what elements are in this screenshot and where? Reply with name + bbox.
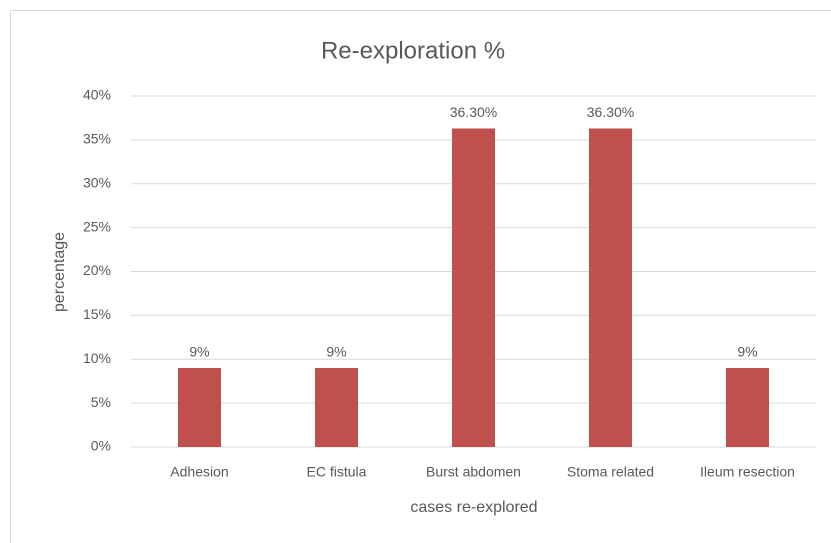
value-label: 9% xyxy=(326,344,346,360)
x-tick-label: EC fistula xyxy=(307,464,367,480)
y-tick-label: 10% xyxy=(83,350,111,366)
y-tick-label: 30% xyxy=(83,174,111,190)
y-tick-label: 20% xyxy=(83,262,111,278)
value-label: 9% xyxy=(737,344,757,360)
y-tick-label: 15% xyxy=(83,306,111,322)
value-label: 36.30% xyxy=(450,104,497,120)
bar xyxy=(315,368,358,447)
y-tick-label: 25% xyxy=(83,218,111,234)
bar xyxy=(589,128,632,447)
bar xyxy=(452,128,495,447)
y-tick-label: 0% xyxy=(91,438,111,454)
x-tick-label: Ileum resection xyxy=(700,464,795,480)
x-tick-label: Stoma related xyxy=(567,464,654,480)
x-tick-label: Burst abdomen xyxy=(426,464,521,480)
value-label: 36.30% xyxy=(587,104,634,120)
y-tick-label: 5% xyxy=(91,394,111,410)
y-tick-label: 40% xyxy=(83,87,111,103)
y-axis-label: percentage xyxy=(51,232,68,312)
y-tick-label: 35% xyxy=(83,131,111,147)
bar xyxy=(726,368,769,447)
chart-frame xyxy=(10,10,831,543)
x-axis-label: cases re-explored xyxy=(410,499,537,516)
x-tick-label: Adhesion xyxy=(170,464,228,480)
bar xyxy=(178,368,221,447)
value-label: 9% xyxy=(189,344,209,360)
chart-title: Re-exploration % xyxy=(321,37,505,64)
